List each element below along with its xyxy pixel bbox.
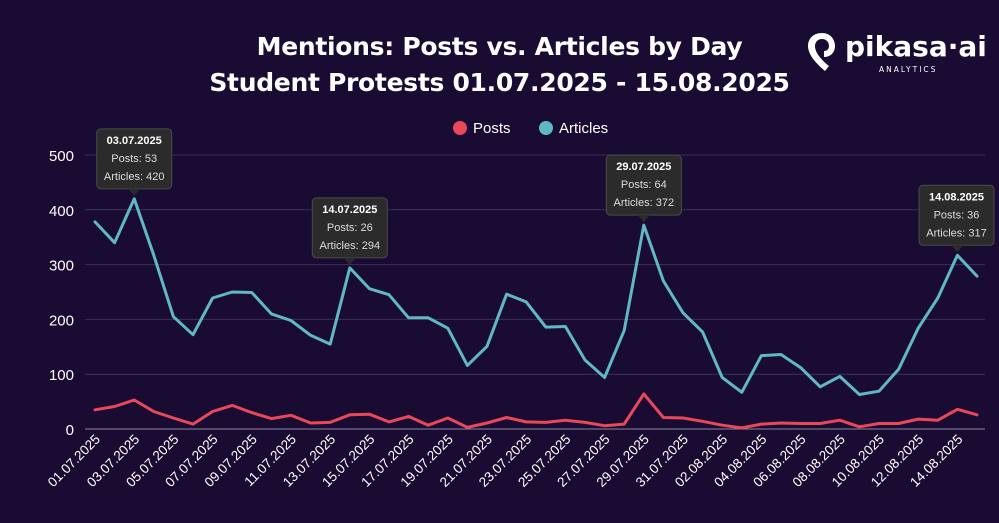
- y-tick-label: 300: [49, 258, 74, 275]
- tooltip-pointer: [951, 245, 964, 253]
- tooltip-date: 14.08.2025: [929, 191, 984, 203]
- tooltip-date: 03.07.2025: [107, 135, 162, 147]
- series-line-articles: [93, 197, 979, 396]
- tooltip-date: 14.07.2025: [322, 204, 377, 216]
- tooltip-articles: Articles: 420: [104, 171, 165, 183]
- tooltip-posts: Posts: 36: [934, 209, 980, 221]
- y-tick-label: 100: [49, 367, 74, 384]
- tooltip-pointer: [637, 215, 650, 223]
- tooltip-articles: Articles: 372: [614, 197, 675, 209]
- brand-name: pikasa·ai: [845, 30, 987, 63]
- tooltip-date: 29.07.2025: [616, 161, 671, 173]
- chart-subtitle: Student Protests 01.07.2025 - 15.08.2025: [209, 68, 790, 97]
- legend-marker-articles: [539, 121, 553, 135]
- tooltip-articles: Articles: 317: [926, 227, 987, 239]
- series-line-posts: [93, 392, 979, 430]
- y-tick-label: 500: [49, 148, 74, 165]
- tooltip-posts: Posts: 64: [621, 179, 667, 191]
- y-tick-label: 200: [49, 312, 74, 329]
- y-tick-label: 400: [49, 203, 74, 220]
- brand-tagline: ANALYTICS: [879, 65, 938, 74]
- tooltip-pointer: [343, 257, 356, 265]
- brand-logo: pikasa·ai ANALYTICS: [805, 30, 991, 78]
- legend-label-posts: Posts: [473, 120, 511, 137]
- y-tick-label: 0: [66, 422, 74, 439]
- legend-label-articles: Articles: [559, 120, 608, 137]
- tooltip-articles: Articles: 294: [320, 240, 381, 252]
- legend-marker-posts: [453, 121, 467, 135]
- tooltip-posts: Posts: 26: [327, 222, 373, 234]
- pin-logo-icon: [808, 33, 835, 71]
- chart-title: Mentions: Posts vs. Articles by Day: [256, 32, 743, 61]
- tooltip-posts: Posts: 53: [111, 153, 157, 165]
- tooltip-pointer: [128, 188, 141, 196]
